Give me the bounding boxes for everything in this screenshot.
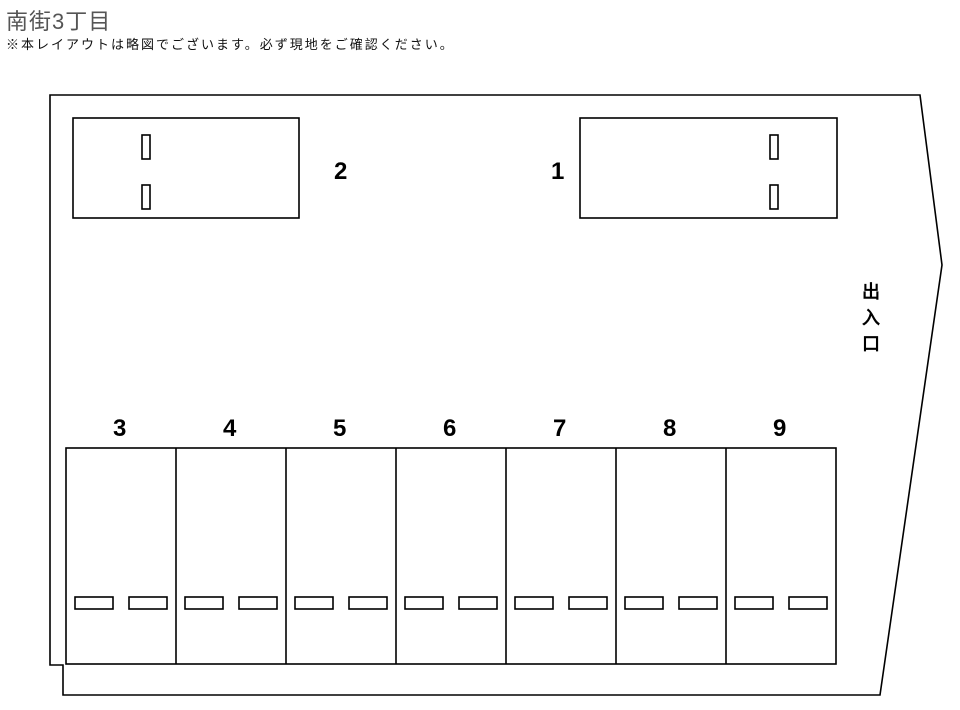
top-box-0 <box>73 118 299 218</box>
wheel-stop <box>679 597 717 609</box>
wheel-stop <box>735 597 773 609</box>
top-marker-2 <box>770 135 778 159</box>
parking-layout-diagram: 南街3丁目 ※本レイアウトは略図でございます。必ず現地をご確認ください。 出入口… <box>0 0 960 710</box>
space-number: 5 <box>333 415 346 443</box>
wheel-stop <box>625 597 663 609</box>
layout-svg <box>0 0 960 710</box>
wheel-stop <box>405 597 443 609</box>
wheel-stop <box>129 597 167 609</box>
wheel-stop <box>789 597 827 609</box>
space-number: 8 <box>663 415 676 443</box>
top-marker-0 <box>142 135 150 159</box>
top-box-1 <box>580 118 837 218</box>
space-number: 1 <box>551 158 564 186</box>
wheel-stop <box>459 597 497 609</box>
space-number: 3 <box>113 415 126 443</box>
top-marker-1 <box>142 185 150 209</box>
wheel-stop <box>75 597 113 609</box>
top-marker-3 <box>770 185 778 209</box>
wheel-stop <box>239 597 277 609</box>
wheel-stop <box>569 597 607 609</box>
space-number: 9 <box>773 415 786 443</box>
space-number: 4 <box>223 415 236 443</box>
wheel-stop <box>349 597 387 609</box>
wheel-stop <box>295 597 333 609</box>
space-number: 2 <box>334 158 347 186</box>
wheel-stop <box>185 597 223 609</box>
bottom-row-box <box>66 448 836 664</box>
wheel-stop <box>515 597 553 609</box>
space-number: 6 <box>443 415 456 443</box>
space-number: 7 <box>553 415 566 443</box>
exit-label: 出入口 <box>857 282 883 360</box>
